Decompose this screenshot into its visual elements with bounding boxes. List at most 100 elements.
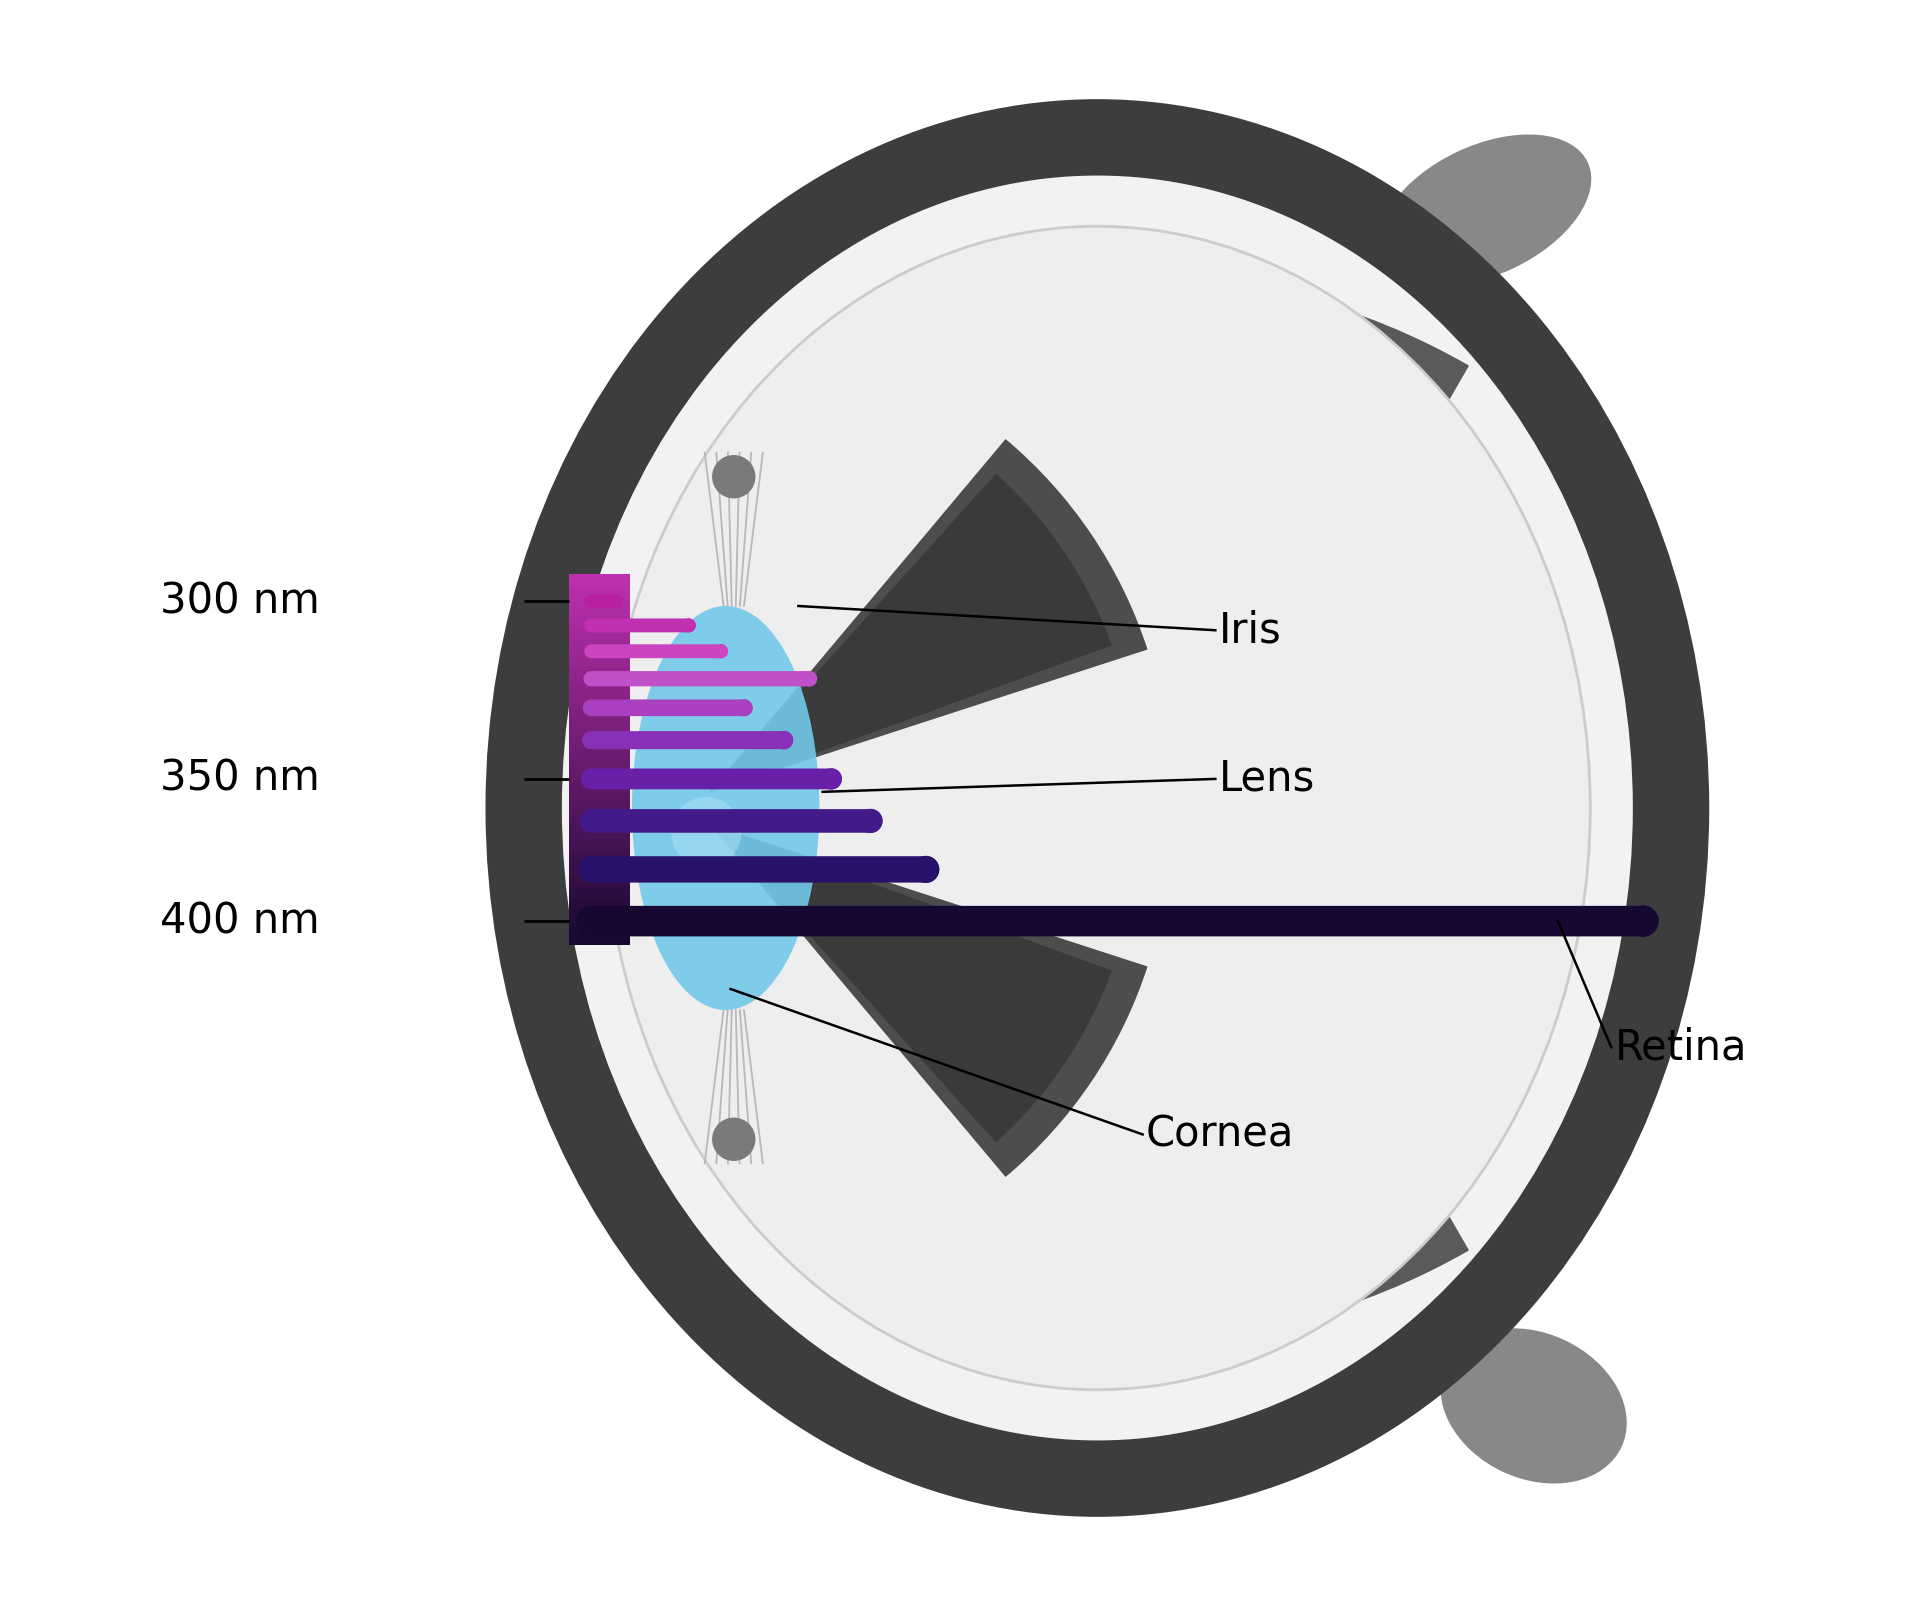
Bar [568, 648, 630, 653]
Bar [568, 755, 630, 760]
Bar [568, 853, 630, 856]
Bar [568, 606, 630, 611]
Bar [568, 894, 630, 898]
Ellipse shape [524, 137, 1670, 1479]
Bar [568, 727, 630, 732]
Bar [568, 848, 630, 853]
Bar [568, 908, 630, 913]
Circle shape [712, 456, 755, 498]
Wedge shape [770, 275, 1469, 953]
Bar [568, 596, 630, 601]
Bar [568, 671, 630, 675]
Bar [568, 834, 630, 839]
Bar [568, 811, 630, 814]
Bar [568, 695, 630, 700]
Ellipse shape [791, 1301, 1404, 1495]
Bar [568, 732, 630, 737]
Ellipse shape [605, 226, 1590, 1390]
Bar [568, 903, 630, 908]
Text: Retina: Retina [1615, 1026, 1747, 1068]
Wedge shape [710, 440, 1148, 792]
Bar [568, 824, 630, 829]
Bar [568, 931, 630, 936]
Bar [568, 690, 630, 695]
Bar [568, 638, 630, 643]
Bar [568, 782, 630, 787]
Bar [568, 658, 630, 663]
Ellipse shape [791, 121, 1404, 315]
Bar [568, 926, 630, 931]
Bar [568, 722, 630, 727]
Bar [568, 856, 630, 861]
Bar [568, 653, 630, 658]
Ellipse shape [632, 606, 820, 1010]
Bar [568, 625, 630, 629]
Bar [568, 713, 630, 718]
Text: Iris: Iris [1219, 609, 1281, 651]
Bar [568, 574, 630, 579]
Bar [568, 740, 630, 745]
Bar [568, 941, 630, 945]
Bar [568, 737, 630, 740]
Bar [568, 666, 630, 671]
Bar [568, 844, 630, 848]
Bar [568, 792, 630, 797]
Bar [568, 923, 630, 928]
Bar [568, 866, 630, 871]
Bar [568, 779, 630, 782]
Bar [568, 601, 630, 606]
Bar [568, 886, 630, 889]
Bar [568, 861, 630, 866]
Bar [568, 708, 630, 713]
Bar [568, 802, 630, 806]
Ellipse shape [1379, 134, 1592, 286]
Bar [568, 829, 630, 834]
Text: 400 nm: 400 nm [159, 900, 321, 942]
Bar [568, 764, 630, 769]
Bar [568, 819, 630, 824]
Text: 300 nm: 300 nm [159, 580, 321, 622]
Bar [568, 643, 630, 648]
Bar [568, 806, 630, 811]
Bar [568, 745, 630, 750]
Bar [568, 936, 630, 941]
Bar [568, 611, 630, 616]
Bar [568, 583, 630, 588]
Bar [568, 787, 630, 792]
Bar [568, 760, 630, 764]
Bar [568, 769, 630, 774]
Ellipse shape [672, 797, 741, 868]
Bar [568, 629, 630, 633]
Bar [568, 616, 630, 621]
Bar [568, 871, 630, 876]
Ellipse shape [605, 226, 1590, 1390]
Bar [568, 685, 630, 690]
Wedge shape [710, 824, 1148, 1176]
Bar [568, 913, 630, 918]
Bar [568, 750, 630, 755]
Bar [568, 814, 630, 819]
Bar [568, 675, 630, 680]
Bar [568, 593, 630, 596]
Bar [568, 774, 630, 779]
Bar [568, 839, 630, 844]
Wedge shape [710, 824, 1112, 1143]
Text: Lens: Lens [1219, 758, 1315, 800]
Bar [568, 881, 630, 886]
Bar [568, 898, 630, 903]
Bar [568, 633, 630, 638]
Text: Cornea: Cornea [1146, 1113, 1294, 1155]
Circle shape [712, 1118, 755, 1160]
Bar [568, 876, 630, 881]
Bar [568, 579, 630, 583]
Bar [568, 680, 630, 685]
Wedge shape [770, 663, 1469, 1341]
Bar [568, 700, 630, 705]
Bar [568, 621, 630, 625]
Ellipse shape [1440, 1328, 1626, 1483]
Wedge shape [814, 671, 1425, 1301]
Bar [568, 705, 630, 708]
Wedge shape [710, 473, 1112, 792]
Bar [568, 889, 630, 894]
Bar [568, 797, 630, 802]
